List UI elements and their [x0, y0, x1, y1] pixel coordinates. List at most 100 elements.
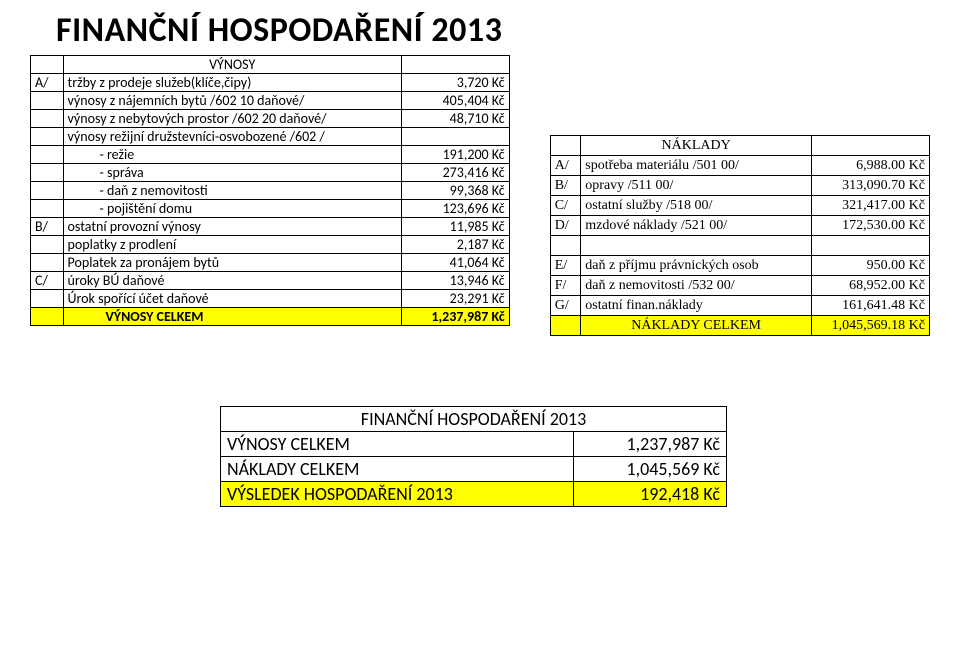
cell-empty [31, 308, 64, 326]
cell-c: 6,988.00 Kč [811, 156, 929, 176]
cell-c: 950.00 Kč [811, 256, 929, 276]
cell-c: 48,710 Kč [401, 110, 509, 128]
cell-c: 161,641.48 Kč [811, 296, 929, 316]
table-row: G/ostatní finan.náklady161,641.48 Kč [550, 296, 929, 316]
cell-b: tržby z prodeje služeb(klíče,čipy) [63, 74, 401, 92]
cell-b: Poplatek za pronájem bytů [63, 254, 401, 272]
cell-b: výnosy z nájemních bytů /602 10 daňové/ [63, 92, 401, 110]
cell-b: ostatní služby /518 00/ [581, 196, 812, 216]
cell-c [401, 128, 509, 146]
cell-a: A/ [31, 74, 64, 92]
table-row: Úrok spořící účet daňové23,291 Kč [31, 290, 510, 308]
table-row: F/daň z nemovitosti /532 00/68,952.00 Kč [550, 276, 929, 296]
summary-label: VÝNOSY CELKEM [221, 432, 574, 457]
vynosy-header-row: VÝNOSY [31, 56, 510, 74]
page-title: FINANČNÍ HOSPODAŘENÍ 2013 [56, 10, 930, 51]
summary-result-row: VÝSLEDEK HOSPODAŘENÍ 2013 192,418 Kč [221, 482, 727, 507]
summary-row: VÝNOSY CELKEM 1,237,987 Kč [221, 432, 727, 457]
naklady-total-row: NÁKLADY CELKEM 1,045,569.18 Kč [550, 316, 929, 336]
cell-c: 13,946 Kč [401, 272, 509, 290]
table-row: Poplatek za pronájem bytů41,064 Kč [31, 254, 510, 272]
summary-result-value: 192,418 Kč [574, 482, 727, 507]
summary-wrap: FINANČNÍ HOSPODAŘENÍ 2013 VÝNOSY CELKEM … [220, 406, 930, 507]
cell-a [31, 164, 64, 182]
cell-c: 191,200 Kč [401, 146, 509, 164]
cell-b [581, 236, 812, 256]
table-row: - pojištění domu123,696 Kč [31, 200, 510, 218]
summary-header-row: FINANČNÍ HOSPODAŘENÍ 2013 [221, 407, 727, 432]
summary-value: 1,045,569 Kč [574, 457, 727, 482]
table-row [550, 236, 929, 256]
table-row: B/ostatní provozní výnosy11,985 Kč [31, 218, 510, 236]
vynosy-total-label: VÝNOSY CELKEM [63, 308, 401, 326]
cell-empty [31, 56, 64, 74]
table-row: C/úroky BÚ daňové13,946 Kč [31, 272, 510, 290]
vynosy-header: VÝNOSY [63, 56, 401, 74]
cell-b: poplatky z prodlení [63, 236, 401, 254]
naklady-header: NÁKLADY [581, 136, 812, 156]
cell-a: E/ [550, 256, 581, 276]
summary-result-label: VÝSLEDEK HOSPODAŘENÍ 2013 [221, 482, 574, 507]
cell-c: 273,416 Kč [401, 164, 509, 182]
cell-b: ostatní finan.náklady [581, 296, 812, 316]
cell-a: C/ [31, 272, 64, 290]
cell-c: 172,530.00 Kč [811, 216, 929, 236]
cell-c: 23,291 Kč [401, 290, 509, 308]
cell-c: 2,187 Kč [401, 236, 509, 254]
cell-empty [550, 136, 581, 156]
cell-a: A/ [550, 156, 581, 176]
cell-b: - správa [63, 164, 401, 182]
table-row: A/spotřeba materiálu /501 00/6,988.00 Kč [550, 156, 929, 176]
cell-b: - daň z nemovitosti [63, 182, 401, 200]
cell-b: výnosy z nebytových prostor /602 20 daňo… [63, 110, 401, 128]
cell-b: - režie [63, 146, 401, 164]
cell-empty [811, 136, 929, 156]
cell-b: Úrok spořící účet daňové [63, 290, 401, 308]
cell-a [550, 236, 581, 256]
cell-b: úroky BÚ daňové [63, 272, 401, 290]
cell-a [31, 200, 64, 218]
cell-c: 3,720 Kč [401, 74, 509, 92]
table-row: C/ostatní služby /518 00/321,417.00 Kč [550, 196, 929, 216]
cell-c: 321,417.00 Kč [811, 196, 929, 216]
naklady-header-row: NÁKLADY [550, 136, 929, 156]
cell-a [31, 254, 64, 272]
cell-c [811, 236, 929, 256]
table-row: B/opravy /511 00/313,090.70 Kč [550, 176, 929, 196]
table-row: D/mzdové náklady /521 00/172,530.00 Kč [550, 216, 929, 236]
table-row: - správa273,416 Kč [31, 164, 510, 182]
cell-c: 99,368 Kč [401, 182, 509, 200]
cell-a [31, 236, 64, 254]
cell-a [31, 110, 64, 128]
cell-a: D/ [550, 216, 581, 236]
table-row: výnosy z nájemních bytů /602 10 daňové/4… [31, 92, 510, 110]
cell-a [31, 128, 64, 146]
table-row: - režie191,200 Kč [31, 146, 510, 164]
page: FINANČNÍ HOSPODAŘENÍ 2013 VÝNOSY A/tržby… [0, 0, 960, 652]
summary-value: 1,237,987 Kč [574, 432, 727, 457]
cell-b: výnosy režijní družstevníci-osvobozené /… [63, 128, 401, 146]
summary-header: FINANČNÍ HOSPODAŘENÍ 2013 [221, 407, 727, 432]
cell-a: F/ [550, 276, 581, 296]
vynosy-total-value: 1,237,987 Kč [401, 308, 509, 326]
cell-a: B/ [550, 176, 581, 196]
cell-a [31, 182, 64, 200]
naklady-total-value: 1,045,569.18 Kč [811, 316, 929, 336]
cell-b: ostatní provozní výnosy [63, 218, 401, 236]
table-row: výnosy režijní družstevníci-osvobozené /… [31, 128, 510, 146]
table-row: A/tržby z prodeje služeb(klíče,čipy)3,72… [31, 74, 510, 92]
cell-b: opravy /511 00/ [581, 176, 812, 196]
cell-b: daň z příjmu právnických osob [581, 256, 812, 276]
naklady-table: NÁKLADY A/spotřeba materiálu /501 00/6,9… [550, 135, 930, 336]
cell-c: 41,064 Kč [401, 254, 509, 272]
cell-b: mzdové náklady /521 00/ [581, 216, 812, 236]
cell-c: 123,696 Kč [401, 200, 509, 218]
cell-c: 405,404 Kč [401, 92, 509, 110]
summary-table: FINANČNÍ HOSPODAŘENÍ 2013 VÝNOSY CELKEM … [220, 406, 727, 507]
summary-row: NÁKLADY CELKEM 1,045,569 Kč [221, 457, 727, 482]
cell-c: 11,985 Kč [401, 218, 509, 236]
vynosy-table: VÝNOSY A/tržby z prodeje služeb(klíče,či… [30, 55, 510, 326]
cell-a [31, 92, 64, 110]
cell-c: 313,090.70 Kč [811, 176, 929, 196]
cell-a [31, 146, 64, 164]
